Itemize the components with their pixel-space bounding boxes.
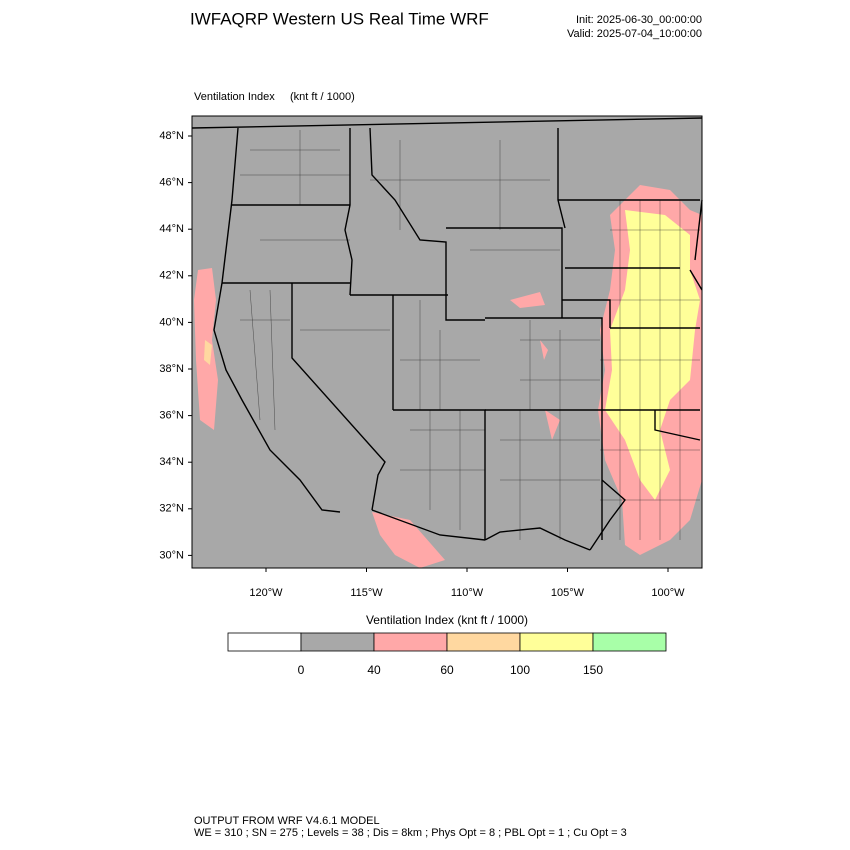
lat-label: 44°N xyxy=(159,223,184,235)
lat-label: 38°N xyxy=(159,363,184,375)
colorbar-box xyxy=(227,632,302,652)
colorbar-label: 0 xyxy=(298,663,305,677)
title: IWFAQRP Western US Real Time WRF xyxy=(190,9,489,28)
lat-label: 32°N xyxy=(159,503,184,515)
colorbar-box xyxy=(592,632,667,652)
lon-label: 120°W xyxy=(249,587,283,599)
lon-label: 105°W xyxy=(551,587,585,599)
colorbar-box xyxy=(519,632,594,652)
field-name: Ventilation Index xyxy=(194,91,275,103)
init-time: Init: 2025-06-30_00:00:00 xyxy=(576,14,702,26)
colorbar-label: 60 xyxy=(440,663,454,677)
lat-label: 46°N xyxy=(159,177,184,189)
lat-label: 34°N xyxy=(159,456,184,468)
lat-label: 42°N xyxy=(159,270,184,282)
valid-time: Valid: 2025-07-04_10:00:00 xyxy=(567,28,702,40)
map-frame xyxy=(191,115,703,569)
footer-line: OUTPUT FROM WRF V4.6.1 MODEL xyxy=(194,815,380,827)
axes: 48°N 46°N 44°N 42°N 40°N 38°N 36°N 34°N 32°N 30°N… xyxy=(159,130,685,599)
field-area xyxy=(372,292,560,568)
colorbar-label: 100 xyxy=(510,663,530,677)
colorbar: Ventilation Index (knt ft / 1000) 0 40 60 1… xyxy=(227,613,667,677)
field-units: (knt ft / 1000) xyxy=(290,91,355,103)
map xyxy=(191,115,703,569)
lat-label: 30°N xyxy=(159,549,184,561)
state-boundaries xyxy=(191,117,703,551)
lat-label: 48°N xyxy=(159,130,184,142)
colorbar-label: 40 xyxy=(367,663,381,677)
lat-label: 40°N xyxy=(159,316,184,328)
county-lines xyxy=(240,130,700,540)
colorbar-title: Ventilation Index (knt ft / 1000) xyxy=(366,613,528,627)
colorbar-label: 150 xyxy=(583,663,603,677)
lon-label: 115°W xyxy=(350,587,383,599)
lon-label: 100°W xyxy=(651,587,685,599)
footer-line: WE = 310 ; SN = 275 ; Levels = 38 ; Dis … xyxy=(194,827,627,839)
colorbar-box xyxy=(300,632,375,652)
field-area xyxy=(204,340,212,365)
field-area xyxy=(605,210,700,500)
colorbar-box xyxy=(446,632,521,652)
lon-label: 110°W xyxy=(451,587,484,599)
lat-label: 36°N xyxy=(159,410,184,422)
colorbar-box xyxy=(373,632,448,652)
